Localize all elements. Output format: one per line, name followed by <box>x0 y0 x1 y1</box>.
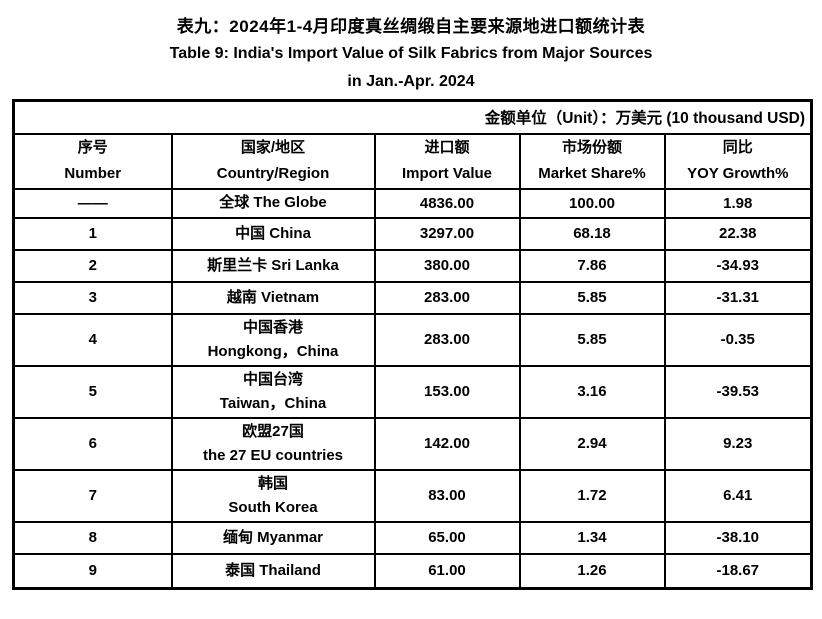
country-line1: 泰国 Thailand <box>225 561 321 579</box>
table-row-south-korea: 7 韩国 South Korea 83.00 1.72 6.41 <box>12 468 813 523</box>
country-line1: 中国 China <box>235 224 311 242</box>
cell-market-share: 1.72 <box>518 468 666 523</box>
country-line1: 斯里兰卡 Sri Lanka <box>207 256 339 274</box>
cell-yoy-growth: -18.67 <box>663 552 813 590</box>
header-yoy-growth-en: YOY Growth% <box>687 165 789 182</box>
title-english-line2: in Jan.-Apr. 2024 <box>347 73 475 90</box>
cell-import-value: 142.00 <box>373 416 521 471</box>
header-market-share: 市场份额 Market Share% <box>518 132 666 190</box>
cell-number: 9 <box>12 552 173 590</box>
table-header-row: 序号 Number 国家/地区 Country/Region 进口额 Impor… <box>12 132 813 190</box>
cell-country: 越南 Vietnam <box>170 280 376 315</box>
cell-import-value: 380.00 <box>373 248 521 283</box>
country-line1: 越南 Vietnam <box>226 288 320 306</box>
table-row-taiwan: 5 中国台湾 Taiwan，China 153.00 3.16 -39.53 <box>12 364 813 419</box>
cell-number: 7 <box>12 468 173 523</box>
cell-yoy-growth: 6.41 <box>663 468 813 523</box>
unit-note-row: 金额单位（Unit）：万美元 (10 thousand USD) <box>12 99 813 135</box>
header-country: 国家/地区 Country/Region <box>170 132 376 190</box>
header-yoy-growth: 同比 YOY Growth% <box>663 132 813 190</box>
header-country-zh: 国家/地区 <box>240 139 306 156</box>
cell-country: 中国香港 Hongkong，China <box>170 312 376 367</box>
cell-number: 2 <box>12 248 173 283</box>
country-line1: 中国香港 <box>242 318 303 336</box>
cell-market-share: 7.86 <box>518 248 666 283</box>
cell-import-value: 83.00 <box>373 468 521 523</box>
cell-yoy-growth: 9.23 <box>663 416 813 471</box>
cell-yoy-growth: 1.98 <box>663 187 813 219</box>
header-yoy-growth-zh: 同比 <box>722 139 753 156</box>
table-title-block: 表九：2024年1-4月印度真丝绸缎自主要来源地进口额统计表 Table 9: … <box>0 0 822 96</box>
cell-number: 1 <box>12 216 173 251</box>
cell-market-share: 100.00 <box>518 187 666 219</box>
table-row-china: 1 中国 China 3297.00 68.18 22.38 <box>12 216 813 251</box>
cell-country: 缅甸 Myanmar <box>170 520 376 555</box>
country-line1: 欧盟27国 <box>242 422 304 440</box>
country-line2: Taiwan，China <box>219 394 327 412</box>
table-row-sri-lanka: 2 斯里兰卡 Sri Lanka 380.00 7.86 -34.93 <box>12 248 813 283</box>
cell-market-share: 68.18 <box>518 216 666 251</box>
header-import-value-en: Import Value <box>401 165 493 182</box>
unit-note: 金额单位（Unit）：万美元 (10 thousand USD) <box>12 99 813 135</box>
cell-import-value: 4836.00 <box>373 187 521 219</box>
cell-yoy-growth: -0.35 <box>663 312 813 367</box>
cell-country: 泰国 Thailand <box>170 552 376 590</box>
cell-import-value: 65.00 <box>373 520 521 555</box>
table-row-eu27: 6 欧盟27国 the 27 EU countries 142.00 2.94 … <box>12 416 813 471</box>
import-statistics-table: 金额单位（Unit）：万美元 (10 thousand USD) 序号 Numb… <box>12 99 814 590</box>
header-market-share-en: Market Share% <box>538 165 646 182</box>
cell-number: 6 <box>12 416 173 471</box>
country-line2: South Korea <box>228 498 318 516</box>
cell-country: 斯里兰卡 Sri Lanka <box>170 248 376 283</box>
cell-import-value: 3297.00 <box>373 216 521 251</box>
country-line2: Hongkong，China <box>207 342 339 360</box>
table-row-hongkong: 4 中国香港 Hongkong，China 283.00 5.85 -0.35 <box>12 312 813 367</box>
cell-market-share: 5.85 <box>518 312 666 367</box>
country-line1: 中国台湾 <box>242 370 303 388</box>
title-english-line1: Table 9: India's Import Value of Silk Fa… <box>169 45 653 62</box>
header-number-en: Number <box>64 165 122 182</box>
cell-country: 中国台湾 Taiwan，China <box>170 364 376 419</box>
cell-yoy-growth: -31.31 <box>663 280 813 315</box>
table-row-vietnam: 3 越南 Vietnam 283.00 5.85 -31.31 <box>12 280 813 315</box>
header-number-zh: 序号 <box>77 139 108 156</box>
cell-import-value: 283.00 <box>373 312 521 367</box>
cell-market-share: 1.34 <box>518 520 666 555</box>
cell-country: 全球 The Globe <box>170 187 376 219</box>
cell-country: 欧盟27国 the 27 EU countries <box>170 416 376 471</box>
cell-market-share: 1.26 <box>518 552 666 590</box>
cell-number: 8 <box>12 520 173 555</box>
country-line1: 全球 The Globe <box>219 194 327 211</box>
country-line1: 韩国 <box>257 474 288 492</box>
table-row-thailand: 9 泰国 Thailand 61.00 1.26 -18.67 <box>12 552 813 590</box>
cell-market-share: 5.85 <box>518 280 666 315</box>
cell-import-value: 153.00 <box>373 364 521 419</box>
cell-import-value: 61.00 <box>373 552 521 590</box>
cell-market-share: 2.94 <box>518 416 666 471</box>
table-row-myanmar: 8 缅甸 Myanmar 65.00 1.34 -38.10 <box>12 520 813 555</box>
table-row-globe: —— 全球 The Globe 4836.00 100.00 1.98 <box>12 187 813 219</box>
cell-number: —— <box>12 187 173 219</box>
header-import-value-zh: 进口额 <box>424 139 470 156</box>
cell-number: 5 <box>12 364 173 419</box>
cell-country: 中国 China <box>170 216 376 251</box>
cell-market-share: 3.16 <box>518 364 666 419</box>
cell-yoy-growth: 22.38 <box>663 216 813 251</box>
title-chinese: 表九：2024年1-4月印度真丝绸缎自主要来源地进口额统计表 <box>176 17 646 36</box>
header-number: 序号 Number <box>12 132 173 190</box>
cell-number: 4 <box>12 312 173 367</box>
country-line2: the 27 EU countries <box>202 446 344 464</box>
header-country-en: Country/Region <box>216 165 330 182</box>
header-import-value: 进口额 Import Value <box>373 132 521 190</box>
cell-yoy-growth: -39.53 <box>663 364 813 419</box>
header-market-share-zh: 市场份额 <box>561 139 622 156</box>
cell-import-value: 283.00 <box>373 280 521 315</box>
cell-yoy-growth: -34.93 <box>663 248 813 283</box>
cell-yoy-growth: -38.10 <box>663 520 813 555</box>
cell-number: 3 <box>12 280 173 315</box>
country-line1: 缅甸 Myanmar <box>222 528 324 546</box>
cell-country: 韩国 South Korea <box>170 468 376 523</box>
